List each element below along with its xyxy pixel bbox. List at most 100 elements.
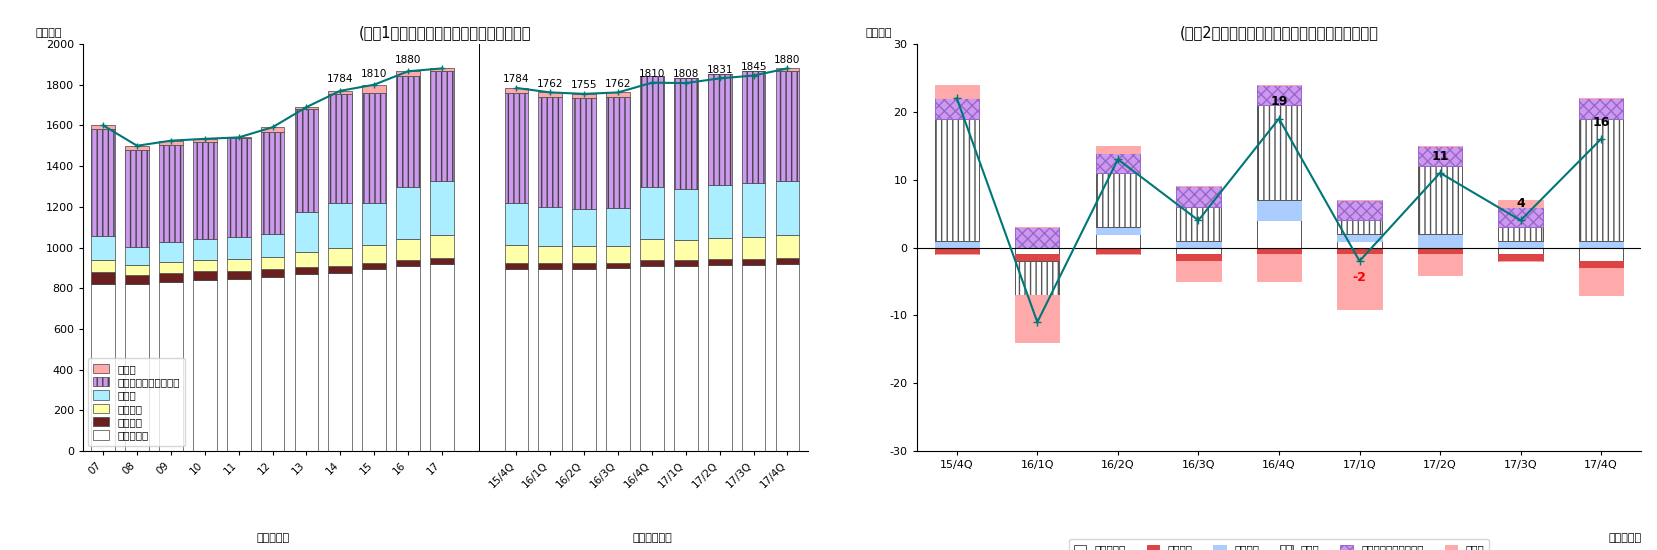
Bar (295, 252, 318, 267)
Bar (606, 262, 630, 268)
Bar (1337, 241, 1380, 248)
Bar (1256, 105, 1301, 200)
Bar (363, 263, 386, 270)
Bar (674, 240, 698, 260)
Legend: 現金・預金, 債務証券, 投資信託, 株式等, 保険・年金・定額保証, その他: 現金・預金, 債務証券, 投資信託, 株式等, 保険・年金・定額保証, その他 (1067, 540, 1488, 550)
Bar (363, 93, 386, 203)
Bar (640, 186, 663, 239)
Bar (429, 181, 454, 235)
Bar (1256, 248, 1301, 254)
Bar (227, 138, 250, 139)
Bar (1577, 268, 1622, 295)
Bar (1256, 200, 1301, 221)
Bar (91, 236, 114, 260)
Bar (708, 185, 731, 238)
Bar (1014, 261, 1059, 295)
Text: 1810: 1810 (638, 69, 664, 79)
Bar (192, 139, 217, 142)
Bar (1577, 261, 1622, 268)
Bar (260, 234, 285, 257)
Text: 1831: 1831 (706, 65, 732, 75)
Bar (396, 266, 419, 451)
Bar (539, 92, 562, 97)
Bar (1577, 98, 1622, 119)
Bar (1337, 200, 1380, 221)
Text: 11: 11 (1430, 150, 1448, 163)
Bar (396, 186, 419, 239)
Bar (159, 282, 182, 451)
Bar (741, 183, 766, 237)
Bar (572, 94, 597, 98)
Bar (1417, 254, 1461, 274)
Bar (1417, 248, 1461, 254)
Bar (1175, 241, 1220, 248)
Bar (539, 207, 562, 246)
Bar (363, 245, 386, 263)
Bar (935, 119, 978, 241)
Bar (328, 94, 351, 204)
Bar (159, 145, 182, 241)
Bar (640, 76, 663, 186)
Bar (539, 263, 562, 269)
Bar (504, 270, 529, 451)
Bar (192, 142, 217, 239)
Bar (1014, 248, 1059, 254)
Bar (91, 125, 114, 129)
Bar (1498, 248, 1541, 254)
Text: 1880: 1880 (394, 55, 421, 65)
Bar (429, 71, 454, 181)
Bar (572, 269, 597, 451)
Bar (1175, 207, 1220, 241)
Bar (260, 127, 285, 132)
Text: 1784: 1784 (326, 74, 353, 84)
Text: 1755: 1755 (570, 80, 597, 90)
Bar (741, 259, 766, 265)
Bar (1498, 200, 1541, 207)
Text: 4: 4 (1514, 197, 1524, 210)
Text: 1880: 1880 (774, 55, 800, 65)
Bar (504, 245, 529, 263)
Text: （四半期末）: （四半期末） (631, 532, 671, 542)
Bar (126, 151, 149, 247)
Bar (91, 272, 114, 283)
Bar (227, 237, 250, 259)
Bar (1095, 146, 1140, 152)
Bar (1095, 234, 1140, 248)
Bar (640, 266, 663, 451)
Bar (1095, 227, 1140, 234)
Bar (935, 85, 978, 98)
Bar (260, 132, 285, 234)
Bar (227, 271, 250, 279)
Bar (935, 98, 978, 119)
Bar (429, 68, 454, 71)
Bar (260, 277, 285, 451)
Text: 1808: 1808 (673, 69, 699, 79)
Bar (429, 263, 454, 451)
Bar (1577, 241, 1622, 248)
Bar (775, 181, 799, 235)
Bar (775, 71, 799, 181)
Bar (1256, 85, 1301, 105)
Title: (図表1）　家計の金融資産残高（グロス）: (図表1） 家計の金融資産残高（グロス） (360, 25, 532, 40)
Bar (741, 72, 766, 183)
Text: 16: 16 (1591, 116, 1609, 129)
Bar (674, 189, 698, 240)
Bar (741, 237, 766, 259)
Bar (1095, 173, 1140, 227)
Bar (126, 146, 149, 151)
Bar (159, 262, 182, 273)
Bar (606, 92, 630, 97)
Bar (1095, 248, 1140, 254)
Bar (572, 98, 597, 209)
Bar (708, 265, 731, 451)
Bar (935, 241, 978, 248)
Bar (606, 246, 630, 262)
Bar (328, 91, 351, 94)
Bar (1498, 241, 1541, 248)
Bar (159, 273, 182, 282)
Title: (図表2）　家計の金融資産増減（フローの動き）: (図表2） 家計の金融資産増減（フローの動き） (1178, 25, 1377, 40)
Legend: その他, 保険・年金・定額保証, 株式等, 投資信託, 債務証券, 現金・預金: その他, 保険・年金・定額保証, 株式等, 投資信託, 債務証券, 現金・預金 (88, 359, 186, 446)
Text: （兆円）: （兆円） (36, 28, 63, 38)
Bar (504, 203, 529, 245)
Bar (91, 283, 114, 451)
